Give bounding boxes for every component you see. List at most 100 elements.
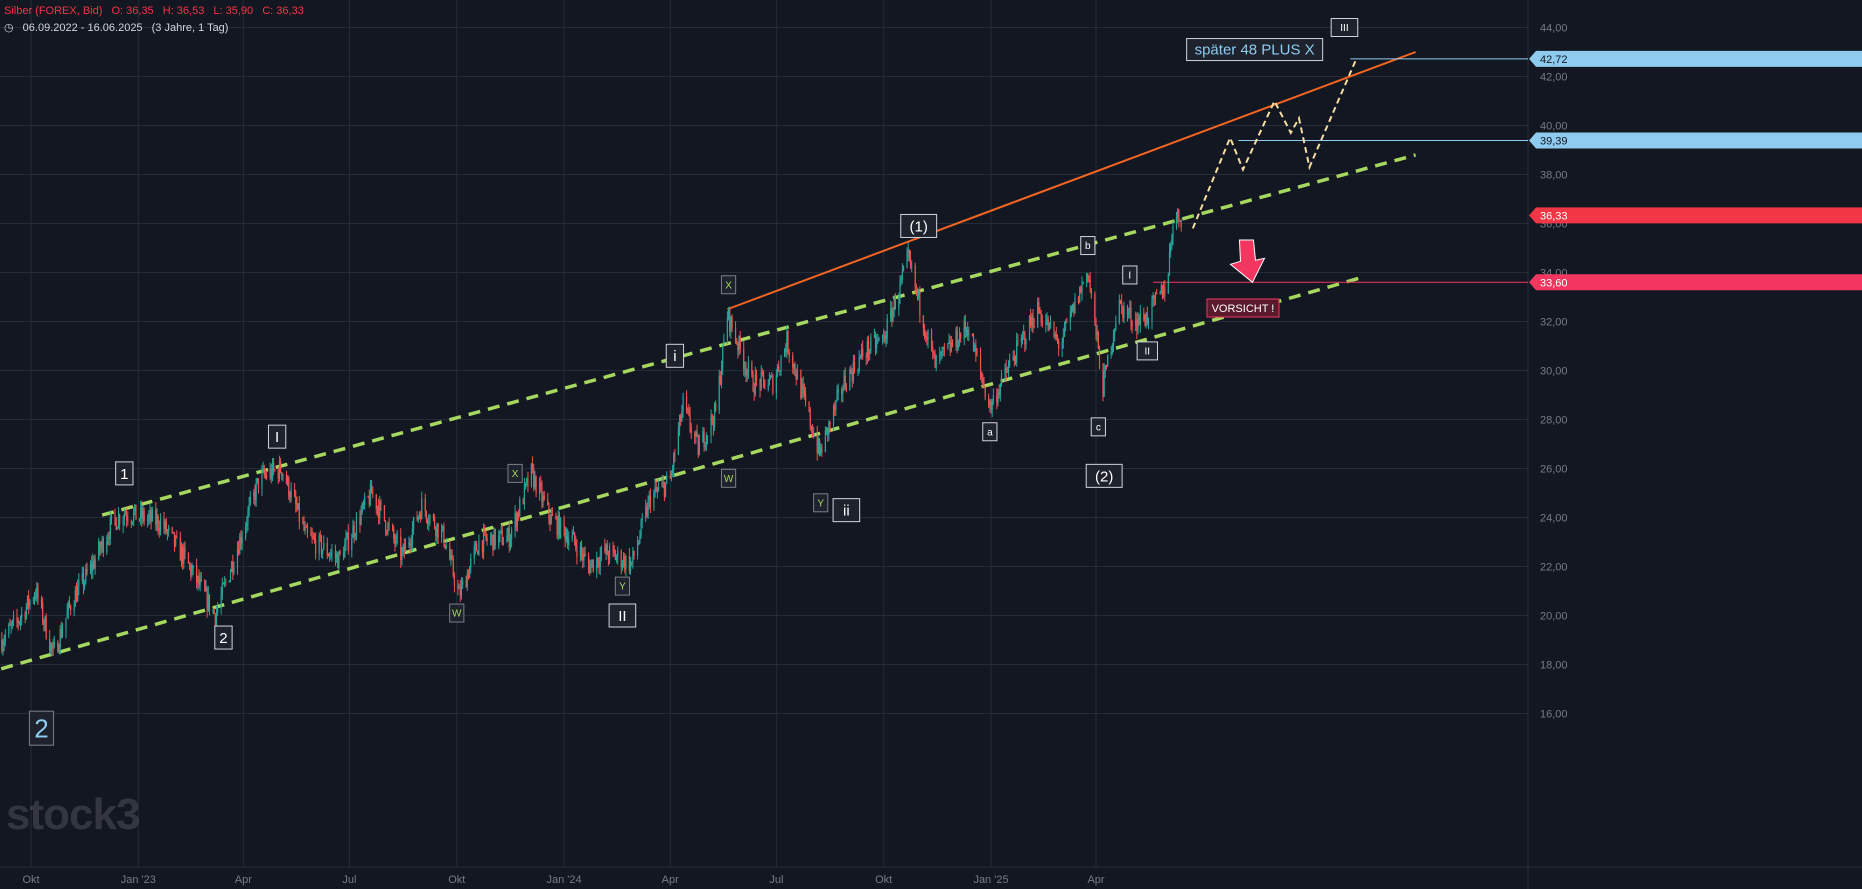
candle-body <box>1153 296 1155 300</box>
candle-body <box>401 551 403 561</box>
candle-body <box>551 514 554 517</box>
candle-body <box>573 532 576 542</box>
candle-body <box>1081 283 1083 293</box>
time-tick-label: Jul <box>769 874 783 886</box>
candle-body <box>98 541 100 560</box>
candle-body <box>565 535 568 541</box>
wave-label-box <box>900 213 938 238</box>
candle-body <box>33 596 36 600</box>
candle-body <box>641 518 643 521</box>
candle-body <box>862 348 864 357</box>
wave-label-box <box>665 343 685 368</box>
symbol-label[interactable]: Silber (FOREX, Bid) <box>4 5 103 17</box>
candle-body <box>473 546 475 559</box>
candle-body <box>739 336 741 349</box>
candle-body <box>1152 296 1154 299</box>
candle-body <box>179 537 181 561</box>
candle-body <box>61 630 64 637</box>
candle-body <box>68 602 71 607</box>
candle-body <box>1049 321 1052 323</box>
candle-body <box>371 484 373 494</box>
candle-body <box>779 370 781 372</box>
candle-body <box>130 521 132 523</box>
candle-body <box>943 346 945 349</box>
candle-body <box>375 494 377 510</box>
candle-body <box>710 415 712 436</box>
high-value: H: 36,53 <box>162 5 205 17</box>
candle-body <box>622 556 625 565</box>
candle-body <box>53 642 55 647</box>
candle-body <box>305 526 307 528</box>
candle-body <box>957 345 959 348</box>
candle-body <box>886 318 888 339</box>
candle-body <box>803 389 805 394</box>
candle-body <box>583 553 585 561</box>
candle-body <box>378 506 380 519</box>
price-badges: 42,72 39,39 36,33 33,60 <box>1529 50 1862 291</box>
candle-body <box>972 335 975 352</box>
candle-body <box>533 468 535 488</box>
candle-body <box>1159 292 1161 294</box>
candle-body <box>94 559 96 569</box>
candle-body <box>1135 319 1137 327</box>
candle-body <box>303 522 305 530</box>
candle-body <box>322 549 324 554</box>
candle-body <box>182 547 184 564</box>
wave-label-box <box>614 576 631 596</box>
candle-body <box>737 343 739 351</box>
candle-body <box>3 640 5 645</box>
candle-body <box>884 335 886 342</box>
candle-body <box>151 509 153 522</box>
candle-body <box>159 519 162 531</box>
candle-body <box>925 335 927 338</box>
wave-label-box <box>1330 18 1359 37</box>
price-tick-label: 32,00 <box>1540 317 1568 329</box>
candle-body <box>1058 340 1060 349</box>
candle-body <box>142 511 144 519</box>
wave-label-box <box>982 422 998 442</box>
wave-label: 2 <box>34 714 48 744</box>
candle-body <box>246 523 248 526</box>
candle-body <box>983 383 985 387</box>
candle-body <box>280 461 282 473</box>
candle-body <box>680 415 682 422</box>
candle-body <box>697 435 699 456</box>
candle-body <box>930 330 933 348</box>
candle-body <box>451 555 453 560</box>
candle-body <box>452 559 454 576</box>
candle-body <box>1009 360 1011 366</box>
price-tick-label: 42,00 <box>1540 72 1568 84</box>
candle-body <box>74 590 76 607</box>
candle-body <box>787 331 789 353</box>
candle-body <box>754 374 756 394</box>
candle-body <box>318 535 320 554</box>
candle-body <box>720 368 723 384</box>
candle-body <box>89 563 92 573</box>
candle-body <box>866 340 868 358</box>
candle-body <box>625 555 627 570</box>
candle-body <box>772 375 774 394</box>
candle-body <box>400 536 402 561</box>
candle-body <box>176 536 178 538</box>
candle-body <box>1 640 3 652</box>
candle-body <box>207 594 209 610</box>
candle-body <box>290 489 292 498</box>
candle-body <box>747 363 749 372</box>
candle-body <box>719 376 721 384</box>
candle-body <box>501 530 503 545</box>
candle-body <box>915 287 917 289</box>
candle-body <box>607 554 610 560</box>
candle-body <box>1139 312 1141 325</box>
candle-body <box>123 514 125 520</box>
candle-body <box>1045 322 1047 325</box>
candle-body <box>842 390 844 394</box>
candle-body <box>486 538 488 542</box>
candle-body <box>527 478 529 487</box>
candle-body <box>221 583 223 595</box>
candle-body <box>1107 355 1109 367</box>
wave-label-box <box>720 275 737 295</box>
candle-body <box>362 503 365 506</box>
candle-body <box>187 553 190 564</box>
candle-body <box>620 551 622 568</box>
